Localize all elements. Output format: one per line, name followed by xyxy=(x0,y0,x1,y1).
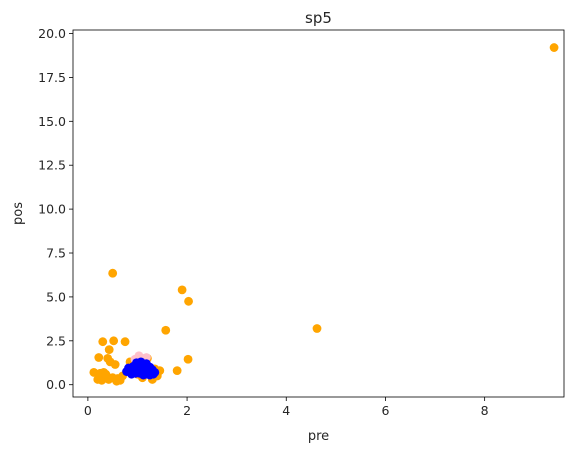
x-tick-label: 6 xyxy=(381,403,389,418)
scatter-point xyxy=(111,360,120,369)
scatter-point xyxy=(178,285,187,294)
y-tick-label: 20.0 xyxy=(38,26,66,41)
y-tick-label: 2.5 xyxy=(46,333,66,348)
y-tick-label: 0.0 xyxy=(46,377,66,392)
scatter-point xyxy=(121,337,130,346)
scatter-point xyxy=(550,43,559,52)
y-tick-label: 12.5 xyxy=(38,158,66,173)
plot-frame xyxy=(73,30,564,397)
scatter-point xyxy=(137,357,146,366)
scatter-point xyxy=(184,297,193,306)
y-tick-label: 5.0 xyxy=(46,289,66,304)
y-axis-label: pos xyxy=(11,202,26,225)
scatter-point xyxy=(173,366,182,375)
x-axis-ticks: 0 2 4 6 8 xyxy=(84,397,489,418)
x-tick-label: 8 xyxy=(481,403,489,418)
scatter-point xyxy=(101,370,110,379)
scatter-point xyxy=(109,336,118,345)
y-tick-label: 17.5 xyxy=(38,70,66,85)
scatter-point xyxy=(139,371,148,380)
y-tick-label: 10.0 xyxy=(38,202,66,217)
chart-title: sp5 xyxy=(305,9,332,27)
x-axis-label: pre xyxy=(308,429,329,444)
x-tick-label: 4 xyxy=(282,403,290,418)
scatter-point xyxy=(108,269,117,278)
scatter-point xyxy=(98,337,107,346)
y-tick-label: 15.0 xyxy=(38,114,66,129)
scatter-point xyxy=(105,345,114,354)
scatter-point xyxy=(94,353,103,362)
x-tick-label: 0 xyxy=(84,403,92,418)
scatter-point xyxy=(313,324,322,333)
scatter-point xyxy=(124,364,133,373)
data-points xyxy=(89,43,558,385)
scatter-point xyxy=(184,355,193,364)
y-tick-label: 7.5 xyxy=(46,246,66,261)
x-tick-label: 2 xyxy=(183,403,191,418)
scatter-point xyxy=(161,326,170,335)
scatter-point xyxy=(131,369,140,378)
y-axis-ticks: 0.0 2.5 5.0 7.5 10.0 12.5 15.0 17.5 20.0 xyxy=(38,26,73,392)
